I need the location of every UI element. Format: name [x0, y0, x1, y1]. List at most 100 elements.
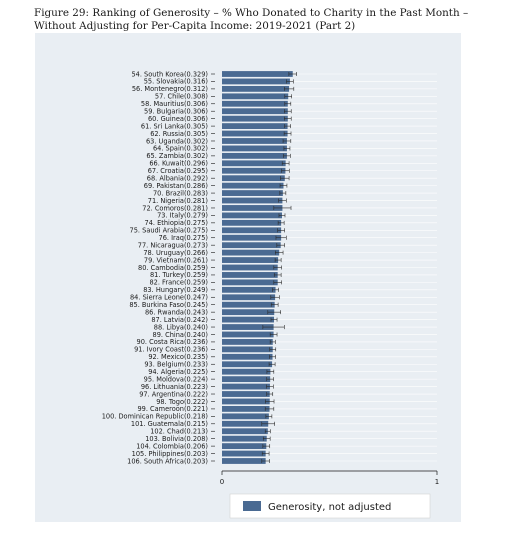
- error-bar: [262, 325, 285, 330]
- error-bar: [261, 421, 275, 426]
- bar: [222, 346, 273, 353]
- error-bar: [265, 399, 275, 404]
- error-bar: [268, 362, 276, 367]
- bar: [222, 257, 279, 263]
- bar: [222, 93, 289, 100]
- figure-caption: Figure 29: Ranking of Generosity – % Who…: [34, 7, 469, 32]
- bar: [222, 264, 278, 271]
- bar: [222, 219, 282, 226]
- error-bar: [279, 191, 287, 196]
- category-label: 74. Ethiopia(0.275): [145, 219, 208, 227]
- bar: [222, 353, 273, 360]
- error-bar: [282, 138, 292, 144]
- category-label: 105. Philippines(0.203): [132, 450, 208, 458]
- category-label: 106. South Africa(0.203): [127, 457, 208, 465]
- category-label: 96. Lithuania(0.223): [141, 383, 208, 391]
- category-label: 94. Algeria(0.225): [148, 368, 208, 376]
- bar: [222, 108, 288, 115]
- error-bar: [272, 287, 279, 292]
- category-label: 77. Nicaragua(0.273): [138, 241, 208, 249]
- bar: [222, 78, 290, 85]
- category-label: 62. Russia(0.305): [150, 130, 208, 138]
- bar: [222, 197, 283, 204]
- bar: [222, 339, 273, 345]
- category-label: 88. Libya(0.240): [154, 323, 208, 331]
- category-label: 58. Mauritius(0.306): [141, 100, 208, 108]
- category-label: 59. Bulgaria(0.306): [144, 108, 208, 116]
- category-label: 91. Ivory Coast(0.236): [134, 346, 208, 354]
- bar: [222, 331, 274, 338]
- category-label: 85. Burkina Faso(0.245): [129, 301, 208, 309]
- error-bar: [267, 310, 281, 315]
- category-label: 100. Dominican Republic(0.218): [102, 413, 208, 421]
- bar: [222, 406, 270, 412]
- bar: [222, 160, 286, 167]
- bar: [222, 138, 287, 144]
- error-bar: [269, 354, 276, 359]
- bar: [222, 182, 284, 189]
- bar: [222, 435, 267, 442]
- bar: [222, 175, 285, 182]
- error-bar: [273, 280, 282, 285]
- error-bar: [274, 258, 282, 263]
- bar: [222, 130, 288, 137]
- category-label: 70. Brazil(0.283): [153, 189, 208, 197]
- bar: [222, 190, 283, 196]
- error-bar: [273, 265, 282, 270]
- bar: [222, 420, 269, 427]
- error-bar: [283, 146, 291, 151]
- error-bar: [276, 243, 285, 248]
- error-bar: [284, 86, 295, 91]
- error-bar: [283, 153, 291, 158]
- bar: [222, 398, 270, 405]
- category-label: 79. Vietnam(0.261): [144, 256, 208, 264]
- error-bar: [261, 458, 270, 464]
- bar: [222, 234, 282, 241]
- error-bar: [264, 429, 271, 434]
- bar: [222, 361, 273, 368]
- error-bar: [284, 94, 292, 99]
- category-label: 71. Nigeria(0.281): [148, 197, 208, 205]
- category-label: 54. South Korea(0.329): [131, 70, 208, 78]
- bar: [222, 145, 287, 152]
- category-label: 97. Argentina(0.222): [139, 390, 208, 398]
- error-bar: [261, 451, 270, 456]
- legend-label: Generosity, not adjusted: [268, 502, 391, 513]
- category-label: 92. Mexico(0.235): [148, 353, 208, 361]
- category-label: 72. Comoros(0.281): [142, 204, 208, 212]
- error-bar: [262, 444, 271, 449]
- bar: [222, 391, 270, 397]
- error-bar: [275, 235, 287, 240]
- error-bar: [266, 369, 275, 374]
- error-bar: [269, 347, 277, 352]
- error-bar: [270, 295, 280, 300]
- error-bar: [266, 391, 274, 397]
- bar: [222, 249, 280, 256]
- error-bar: [269, 339, 276, 344]
- bar: [222, 205, 283, 211]
- category-label: 99. Cameroon(0.221): [137, 405, 208, 413]
- category-label: 63. Uganda(0.302): [146, 137, 208, 145]
- bar: [222, 376, 271, 383]
- error-bar: [278, 198, 287, 203]
- error-bar: [275, 250, 284, 255]
- bar: [222, 279, 278, 286]
- bar: [222, 450, 266, 457]
- bar: [222, 316, 275, 323]
- bar: [222, 85, 290, 92]
- category-label: 102. Chad(0.213): [150, 428, 208, 436]
- x-tick-label: 0: [220, 478, 224, 486]
- category-label: 104. Colombia(0.206): [136, 442, 208, 450]
- category-label: 73. Italy(0.279): [157, 212, 208, 220]
- category-label: 83. Hungary(0.249): [143, 286, 208, 294]
- category-label: 57. Chile(0.308): [155, 93, 208, 101]
- bar: [222, 413, 269, 420]
- bar: [222, 167, 286, 174]
- error-bar: [284, 101, 292, 106]
- legend: Generosity, not adjusted: [229, 493, 431, 519]
- bar: [222, 152, 287, 159]
- error-bar: [264, 406, 275, 411]
- error-bar: [277, 220, 285, 225]
